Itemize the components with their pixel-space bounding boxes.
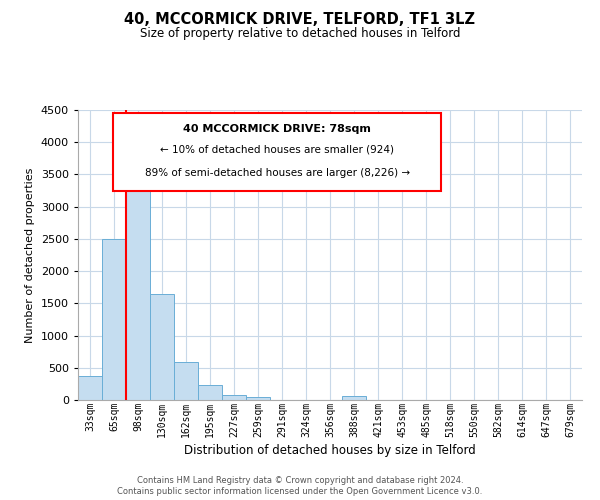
Text: 89% of semi-detached houses are larger (8,226) →: 89% of semi-detached houses are larger (… xyxy=(145,168,410,178)
Text: ← 10% of detached houses are smaller (924): ← 10% of detached houses are smaller (92… xyxy=(160,145,394,155)
Bar xyxy=(102,239,126,400)
Bar xyxy=(174,362,198,400)
Bar xyxy=(126,160,150,400)
Bar xyxy=(222,395,246,400)
Text: Contains public sector information licensed under the Open Government Licence v3: Contains public sector information licen… xyxy=(118,487,482,496)
Bar xyxy=(342,396,366,400)
Text: 40, MCCORMICK DRIVE, TELFORD, TF1 3LZ: 40, MCCORMICK DRIVE, TELFORD, TF1 3LZ xyxy=(125,12,476,28)
Bar xyxy=(198,384,222,400)
Bar xyxy=(78,376,102,400)
Text: 40 MCCORMICK DRIVE: 78sqm: 40 MCCORMICK DRIVE: 78sqm xyxy=(183,124,371,134)
Bar xyxy=(150,294,174,400)
Text: Size of property relative to detached houses in Telford: Size of property relative to detached ho… xyxy=(140,28,460,40)
X-axis label: Distribution of detached houses by size in Telford: Distribution of detached houses by size … xyxy=(184,444,476,456)
Text: Contains HM Land Registry data © Crown copyright and database right 2024.: Contains HM Land Registry data © Crown c… xyxy=(137,476,463,485)
FancyBboxPatch shape xyxy=(113,113,441,191)
Y-axis label: Number of detached properties: Number of detached properties xyxy=(25,168,35,342)
Bar xyxy=(246,397,270,400)
